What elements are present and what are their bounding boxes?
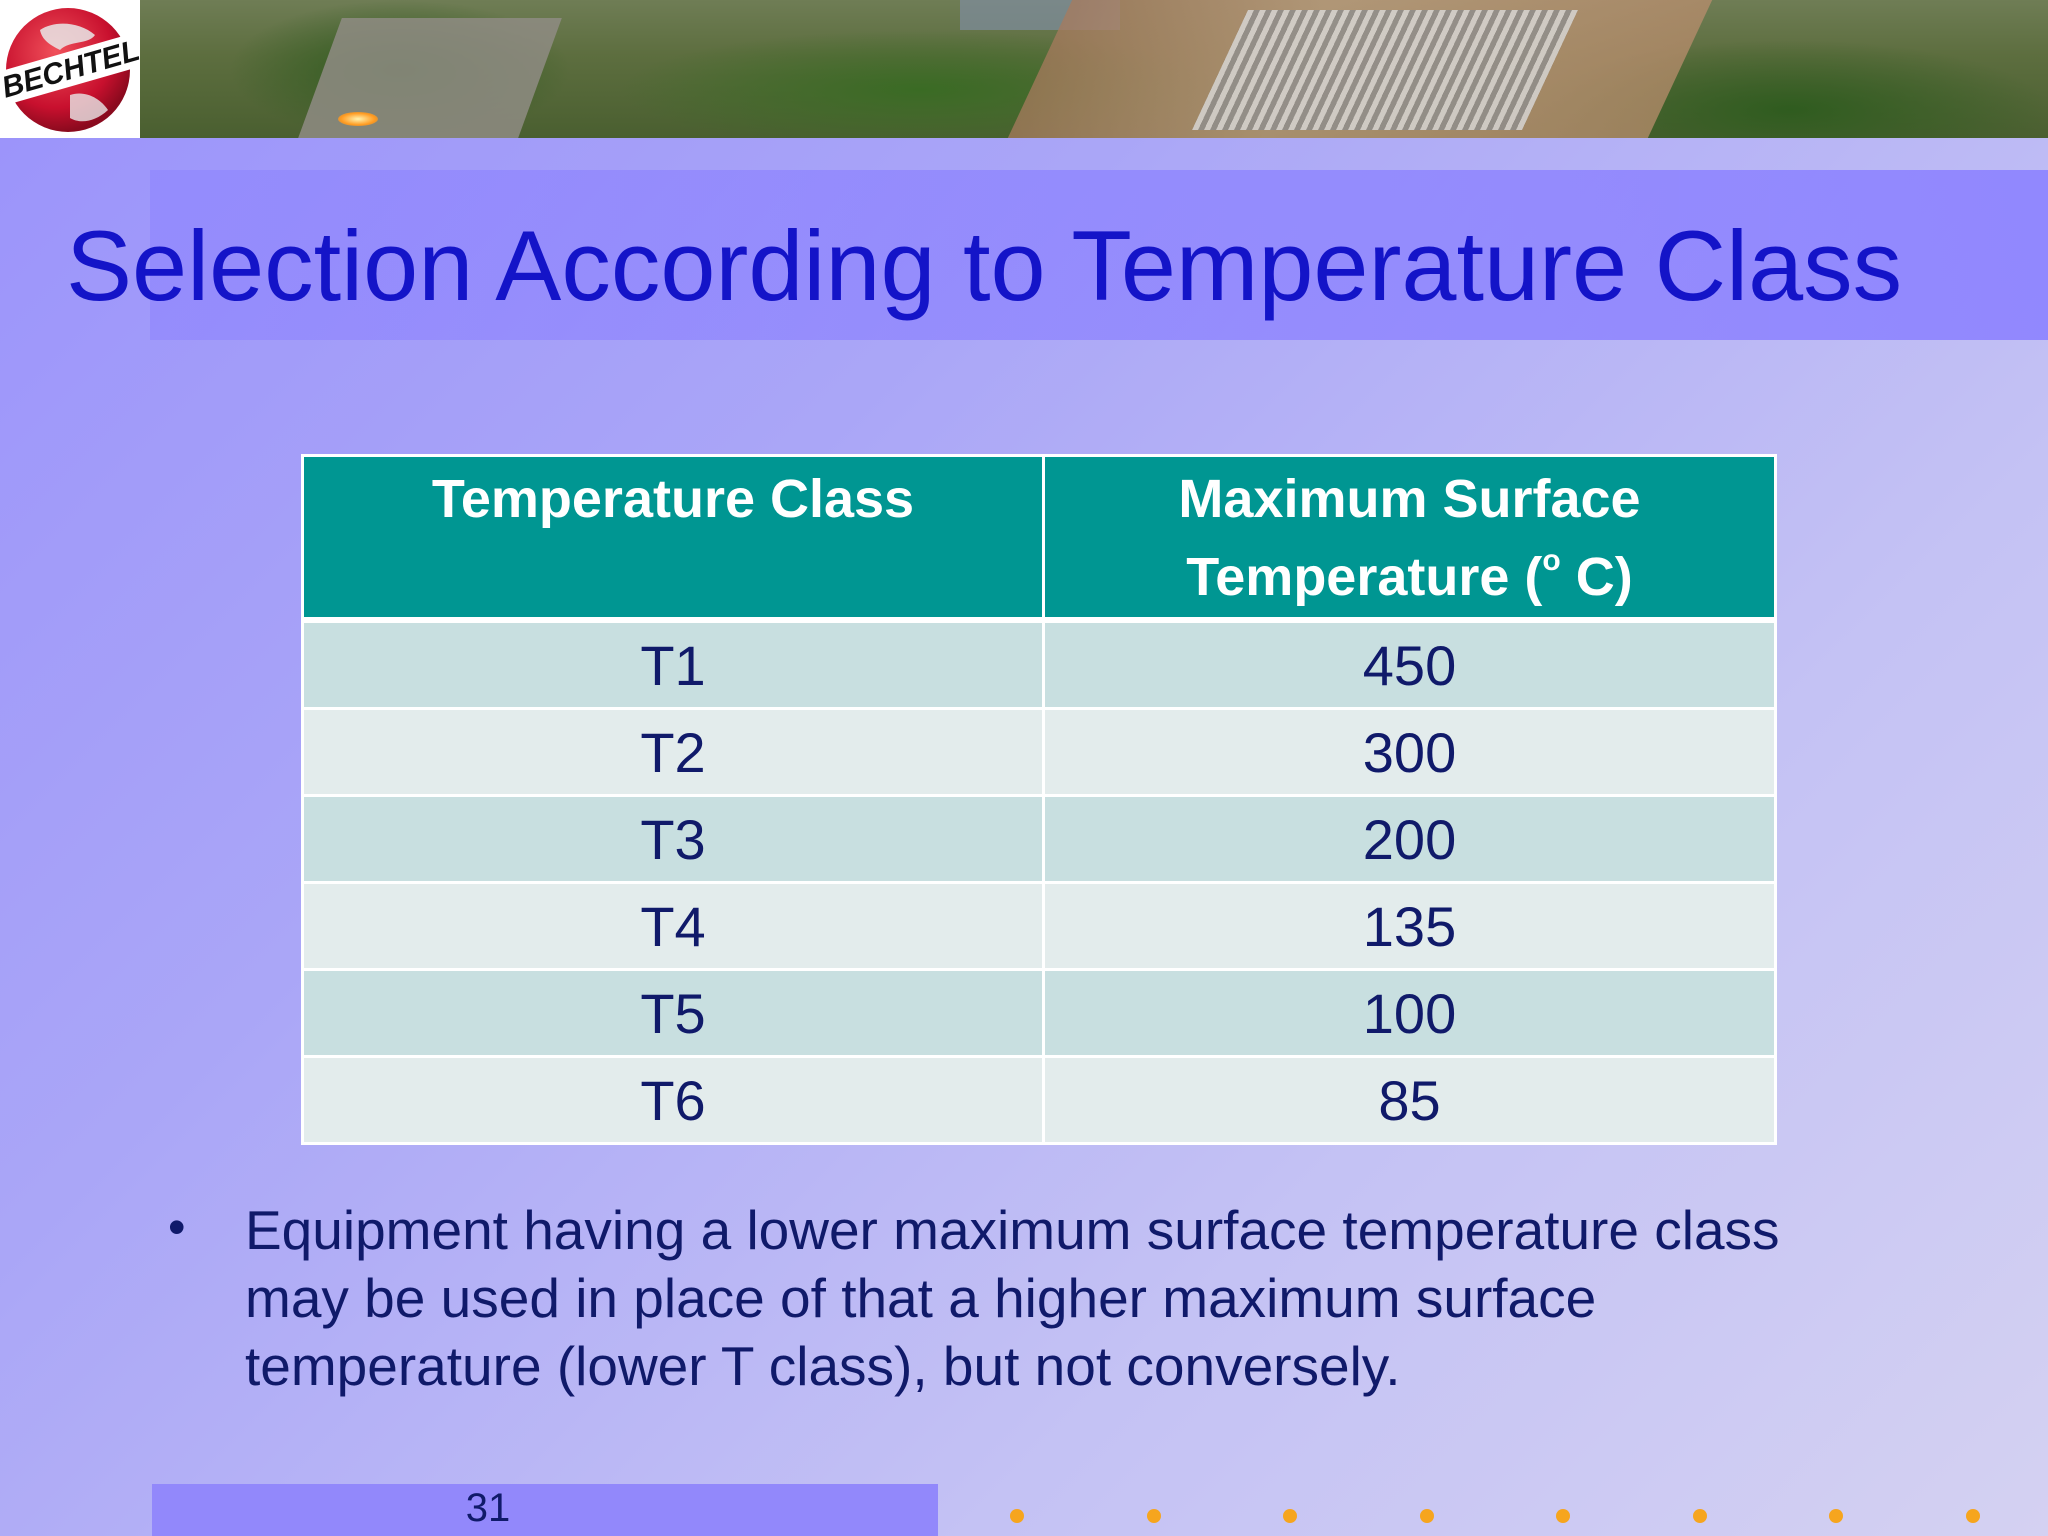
table-row: T6 85 [301,1055,1777,1145]
table-row: T3 200 [301,794,1777,884]
temperature-class-table: Temperature Class Maximum Surface Tempera… [301,454,1777,1145]
dot-icon [1010,1509,1024,1523]
temperature-cell: 135 [1042,881,1777,971]
dot-icon [1420,1509,1434,1523]
table-header-row: Temperature Class Maximum Surface Tempera… [301,454,1777,622]
decorative-dots [1010,1509,2030,1529]
class-cell: T5 [301,968,1045,1058]
plant-aerial-photo [140,0,2048,138]
bechtel-logo: BECHTEL [0,0,140,138]
class-cell: T6 [301,1055,1045,1145]
temperature-cell: 450 [1042,617,1777,710]
page-number-bar: 31 [152,1484,938,1536]
degree-symbol: o [1542,544,1561,577]
dot-icon [1829,1509,1843,1523]
class-cell: T4 [301,881,1045,971]
bullet-text: Equipment having a lower maximum surface… [245,1199,1780,1397]
class-cell: T1 [301,617,1045,710]
temperature-cell: 100 [1042,968,1777,1058]
header-line-2: Temperature ( [1186,547,1543,607]
header-line-1: Maximum Surface [1178,469,1641,529]
temperature-cell: 85 [1042,1055,1777,1145]
temperature-cell: 300 [1042,707,1777,797]
dot-icon [1966,1509,1980,1523]
dot-icon [1693,1509,1707,1523]
table-row: T1 450 [301,617,1777,710]
header-temperature-class: Temperature Class [301,454,1045,622]
dot-icon [1283,1509,1297,1523]
globe-logo-icon: BECHTEL [0,8,140,132]
header-max-surface-temperature: Maximum Surface Temperature (o C) [1042,454,1777,622]
table-row: T5 100 [301,968,1777,1058]
header-line-2-tail: C) [1560,547,1633,607]
header-banner: BECHTEL [0,0,2048,138]
table-row: T2 300 [301,707,1777,797]
table-row: T4 135 [301,881,1777,971]
page-number: 31 [465,1486,511,1530]
title-band [150,170,2048,340]
dot-icon [1147,1509,1161,1523]
bullet-symbol: • [168,1199,186,1255]
class-cell: T2 [301,707,1045,797]
slide-title: Selection According to Temperature Class [66,210,1903,321]
class-cell: T3 [301,794,1045,884]
temperature-cell: 200 [1042,794,1777,884]
dot-icon [1556,1509,1570,1523]
